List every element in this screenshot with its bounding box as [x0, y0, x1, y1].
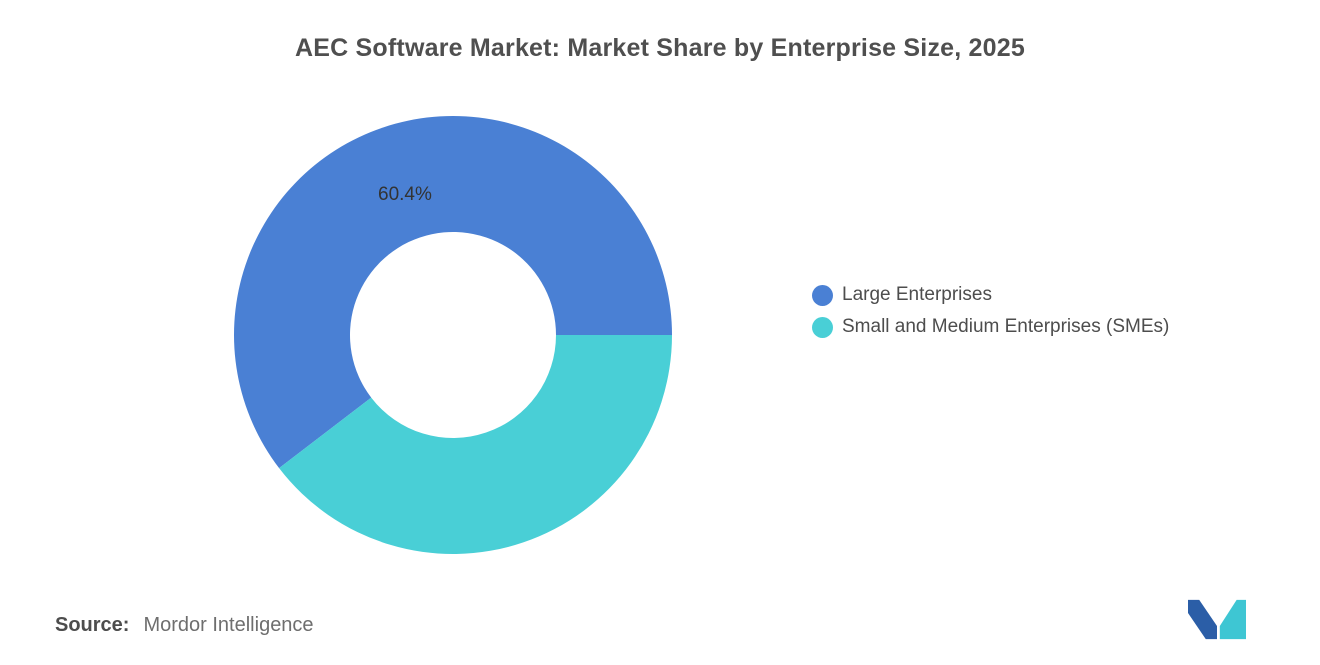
donut-data-label-0: 60.4%	[378, 184, 432, 205]
legend-swatch-large-enterprises	[812, 284, 833, 306]
logo-right-shape	[1219, 599, 1246, 640]
legend-item-smes: Small and Medium Enterprises (SMEs)	[812, 316, 1169, 338]
legend-label-smes: Small and Medium Enterprises (SMEs)	[842, 316, 1170, 337]
chart-title: AEC Software Market: Market Share by Ent…	[295, 34, 1025, 62]
donut-chart: 60.4%	[234, 115, 672, 554]
logo-left-shape	[1188, 599, 1217, 640]
chart-legend: Large Enterprises Small and Medium Enter…	[812, 284, 1169, 348]
donut-segment-1	[279, 335, 672, 554]
legend-swatch-smes	[812, 316, 833, 338]
legend-label-large-enterprises: Large Enterprises	[842, 284, 992, 305]
source-text: Mordor Intelligence	[143, 614, 314, 636]
legend-item-large-enterprises: Large Enterprises	[812, 284, 1169, 306]
donut-segment-0	[234, 115, 672, 469]
source-prefix: Source:	[55, 614, 130, 636]
source-line: Source: Mordor Intelligence	[55, 614, 314, 637]
mordor-intelligence-logo	[1188, 599, 1246, 640]
